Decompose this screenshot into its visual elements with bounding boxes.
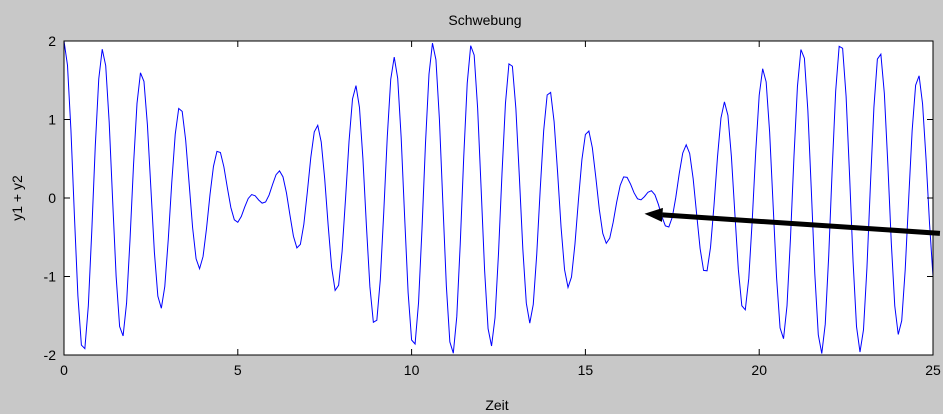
series-line (63, 40, 934, 354)
chart-title: Schwebung (448, 12, 521, 28)
y-tick-label: 0 (48, 190, 56, 206)
x-tick-label: 5 (234, 362, 242, 378)
y-tick-label: 2 (48, 33, 56, 49)
x-tick-label: 10 (404, 362, 420, 378)
plot-area (63, 40, 934, 354)
x-tick-label: 0 (60, 362, 68, 378)
y-tick-label: -1 (44, 269, 57, 285)
axes-frame (63, 40, 934, 356)
y-tick-label: -2 (44, 347, 57, 363)
x-tick-label: 15 (578, 362, 594, 378)
arrow-shaft (662, 212, 941, 236)
plot-axes (63, 40, 941, 356)
arrow-head (644, 207, 663, 222)
y-tick-label: 1 (48, 112, 56, 128)
x-tick-label: 25 (925, 362, 941, 378)
y-axis-label: y1 + y2 (9, 175, 25, 221)
x-tick-label: 20 (751, 362, 767, 378)
axes-background (64, 41, 933, 355)
tick-labels: 0 5 10 15 20 25 -2 -1 0 1 2 (44, 33, 941, 378)
annotation-arrow (644, 207, 941, 236)
x-axis-label: Zeit (485, 397, 508, 413)
